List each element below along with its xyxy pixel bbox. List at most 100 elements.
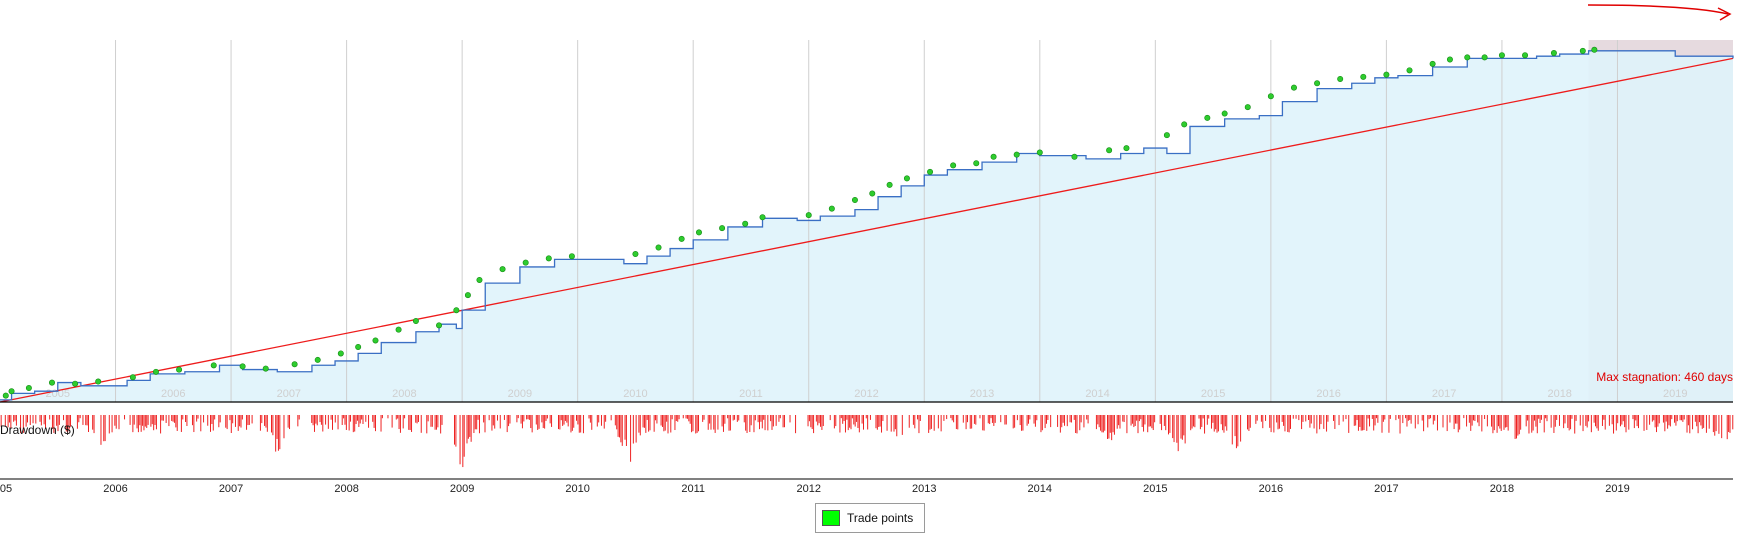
trade-point (337, 350, 344, 357)
trade-point (1163, 132, 1170, 139)
trade-point (95, 378, 102, 385)
trade-point (1123, 145, 1130, 152)
background-year-label: 2010 (623, 388, 647, 400)
axis-year-label: 2019 (1605, 483, 1629, 495)
trade-point (25, 385, 32, 392)
axis-year-label: 2008 (334, 483, 358, 495)
trade-point (1204, 114, 1211, 121)
trade-point (828, 205, 835, 212)
drawdown-axis-label: Drawdown ($) (0, 423, 75, 437)
trade-point (129, 374, 136, 381)
axis-year-label: 2012 (796, 483, 820, 495)
trade-point (314, 356, 321, 363)
axis-year-label: 2018 (1490, 483, 1514, 495)
trade-point (545, 255, 552, 262)
trade-point (2, 392, 9, 399)
axis-year-label: 2010 (565, 483, 589, 495)
background-year-label: 2007 (277, 388, 301, 400)
annotation-arrow (1587, 4, 1729, 15)
background-year-label: 2016 (1316, 388, 1340, 400)
trade-point (1464, 54, 1471, 61)
trade-point (568, 253, 575, 260)
background-year-label: 2008 (392, 388, 416, 400)
trade-point (695, 229, 702, 236)
axis-year-label: 2009 (450, 483, 474, 495)
trade-point (1071, 153, 1078, 160)
trade-point (239, 363, 246, 370)
trade-point (291, 361, 298, 368)
trade-point (1221, 110, 1228, 117)
background-year-label: 2013 (970, 388, 994, 400)
trade-point (1383, 71, 1390, 78)
trade-point (990, 153, 997, 160)
legend: Trade points (815, 503, 925, 533)
trade-point (1591, 46, 1598, 53)
axis-year-label: 2017 (1374, 483, 1398, 495)
trade-point (412, 318, 419, 325)
background-year-label: 2018 (1547, 388, 1571, 400)
background-year-label: 2019 (1663, 388, 1687, 400)
trade-point (372, 337, 379, 344)
stagnation-label: Max stagnation: 460 days (1596, 370, 1733, 384)
annotation-arrow-head (1717, 7, 1732, 21)
axis-year-label: 05 (0, 483, 12, 495)
background-year-label: 2009 (508, 388, 532, 400)
trade-point (355, 343, 362, 350)
equity-area (0, 50, 1733, 402)
trade-point (742, 220, 749, 227)
axis-year-label: 2015 (1143, 483, 1167, 495)
trade-point (1498, 52, 1505, 59)
trade-point (759, 214, 766, 221)
axis-year-label: 2013 (912, 483, 936, 495)
trade-point (395, 326, 402, 333)
trade-point (719, 225, 726, 232)
trade-point (632, 251, 639, 258)
trade-point (1106, 147, 1113, 154)
trade-point (8, 388, 15, 395)
trade-point (176, 366, 183, 373)
trade-point (1267, 93, 1274, 100)
trade-point (48, 379, 55, 386)
trade-point (476, 276, 483, 283)
trade-point (1550, 50, 1557, 57)
background-year-label: 2015 (1201, 388, 1225, 400)
legend-label: Trade points (847, 511, 914, 525)
trade-point (1013, 151, 1020, 158)
trade-point (436, 322, 443, 329)
background-year-label: 2014 (1085, 388, 1109, 400)
trade-point (522, 259, 529, 266)
trade-point (1481, 54, 1488, 61)
axis-year-label: 2011 (681, 483, 705, 495)
trade-point (973, 160, 980, 167)
trade-point (210, 362, 217, 369)
trade-point (1244, 104, 1251, 111)
trade-point (262, 365, 269, 372)
trade-point (1360, 73, 1367, 80)
trade-points-swatch (822, 510, 840, 526)
trade-point (851, 197, 858, 204)
trade-point (1181, 121, 1188, 128)
trade-point (499, 266, 506, 273)
trade-point (869, 190, 876, 197)
trade-point (950, 162, 957, 169)
trade-point (1579, 47, 1586, 54)
trade-point (886, 181, 893, 188)
axis-year-label: 2014 (1028, 483, 1052, 495)
axis-year-label: 2016 (1259, 483, 1283, 495)
axis-year-label: 2006 (103, 483, 127, 495)
trade-point (152, 368, 159, 375)
trade-point (72, 380, 79, 387)
trade-point (927, 168, 934, 175)
trade-point (1036, 149, 1043, 156)
trade-point (1446, 56, 1453, 63)
trade-point (805, 212, 812, 219)
trade-point (453, 307, 460, 314)
background-year-label: 2012 (854, 388, 878, 400)
axis-year-label: 2007 (219, 483, 243, 495)
trade-point (464, 292, 471, 299)
trade-point (1314, 80, 1321, 87)
background-year-label: 2006 (161, 388, 185, 400)
trade-point (1429, 60, 1436, 67)
trend-line (0, 57, 1734, 403)
